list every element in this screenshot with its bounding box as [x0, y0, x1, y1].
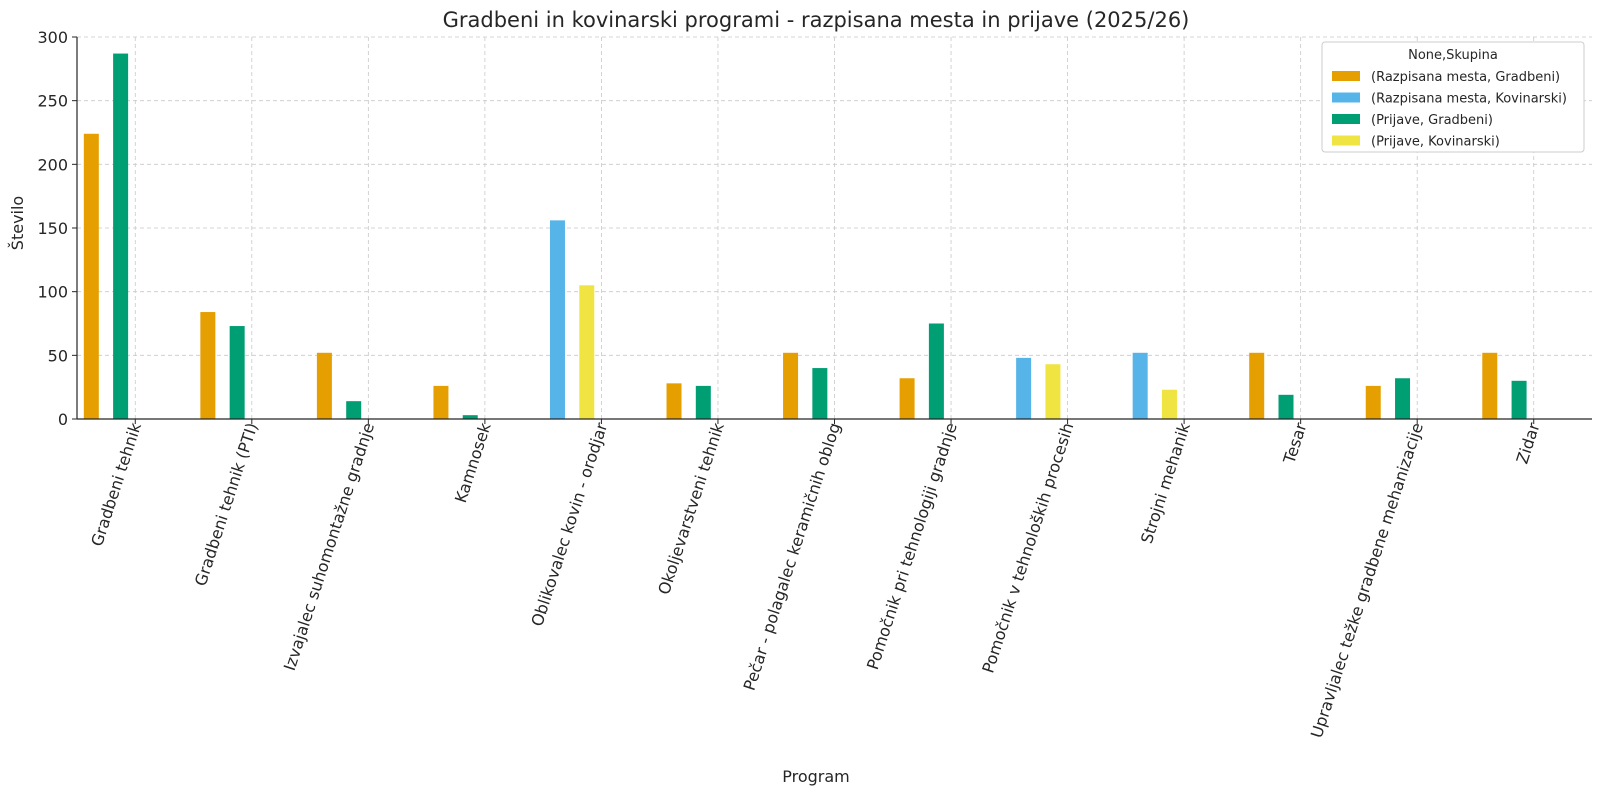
bars-layer — [83, 53, 1527, 420]
y-axis-label: Število — [8, 196, 27, 250]
bar — [1016, 357, 1032, 419]
legend-label: (Razpisana mesta, Kovinarski) — [1371, 92, 1567, 107]
bar — [928, 323, 944, 419]
x-tick-label: Upravljalec težke gradbene mehanizacije — [1307, 420, 1427, 740]
x-category-labels: Gradbeni tehnik Gradbeni tehnik (PTI) Izva… — [87, 420, 1543, 741]
bar — [1161, 389, 1177, 419]
legend-title: None,Skupina — [1408, 48, 1498, 63]
legend-items: (Razpisana mesta, Gradbeni) (Razpisana me… — [1332, 70, 1567, 150]
bar — [579, 285, 595, 419]
y-tick-label: 150 — [37, 219, 68, 238]
y-ticks: 0 50 100 150 200 250 300 — [37, 28, 77, 429]
legend: None,Skupina (Razpisana mesta, Gradbeni)… — [1321, 41, 1585, 153]
x-tick-label: Oblikovalec kovin - orodjar — [527, 420, 611, 629]
y-tick-label: 100 — [37, 283, 68, 302]
x-tick-label: Izvajalec suhomontažne gradnje — [280, 420, 378, 673]
y-tick-label: 50 — [48, 346, 68, 365]
x-tick-label: Pomočnik pri tehnologiji gradnje — [863, 420, 961, 672]
bar — [899, 378, 915, 419]
bar — [1132, 352, 1148, 419]
bar — [812, 368, 828, 419]
legend-label: (Razpisana mesta, Gradbeni) — [1371, 70, 1560, 85]
y-tick-label: 300 — [37, 28, 68, 47]
bar — [1249, 352, 1265, 419]
x-tick-label: Okoljevarstveni tehnik — [654, 420, 728, 597]
x-axis-label: Program — [782, 767, 850, 786]
x-tick-label: Gradbeni tehnik — [87, 420, 145, 549]
bar — [1511, 380, 1527, 419]
bar — [200, 312, 216, 419]
x-tick-label: Zidar — [1513, 420, 1544, 466]
x-tick-label: Kamnosek — [451, 420, 495, 505]
bar — [549, 220, 565, 419]
bar — [346, 401, 362, 419]
legend-label: (Prijave, Kovinarski) — [1371, 135, 1500, 150]
bar — [1395, 378, 1411, 419]
legend-label: (Prijave, Gradbeni) — [1371, 113, 1493, 128]
bar — [229, 326, 245, 419]
legend-swatch — [1332, 114, 1360, 124]
x-tick-label: Gradbeni tehnik (PTI) — [191, 420, 262, 588]
bar — [1365, 385, 1381, 419]
x-tick-label: Pečar - polagalec keramičnih oblog — [740, 420, 845, 692]
bar — [433, 385, 449, 419]
x-tick-label: Strojni mehanik — [1137, 420, 1194, 546]
x-tick-label: Tesar — [1279, 420, 1310, 467]
bar — [1045, 364, 1061, 419]
bar — [316, 352, 332, 419]
bar — [83, 133, 99, 420]
bar — [113, 53, 129, 419]
legend-swatch — [1332, 135, 1360, 146]
y-tick-label: 250 — [37, 92, 68, 111]
legend-swatch — [1332, 71, 1360, 81]
bar — [1278, 394, 1294, 419]
bar — [462, 415, 478, 419]
grid-layer — [77, 36, 1592, 419]
y-tick-label: 0 — [58, 410, 68, 429]
bar — [666, 383, 682, 419]
bar — [1482, 352, 1498, 419]
y-tick-label: 200 — [37, 155, 68, 174]
x-tick-label: Pomočnik v tehnoloških procesih — [978, 420, 1077, 675]
bar — [783, 352, 799, 419]
legend-box — [1321, 41, 1585, 153]
legend-swatch — [1332, 92, 1360, 103]
bar — [695, 385, 711, 419]
chart-title: Gradbeni in kovinarski programi - razpis… — [443, 8, 1190, 32]
